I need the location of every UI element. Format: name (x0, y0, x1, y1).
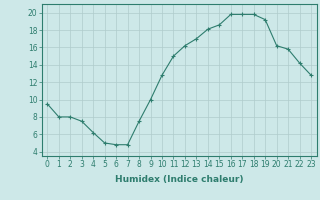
X-axis label: Humidex (Indice chaleur): Humidex (Indice chaleur) (115, 175, 244, 184)
